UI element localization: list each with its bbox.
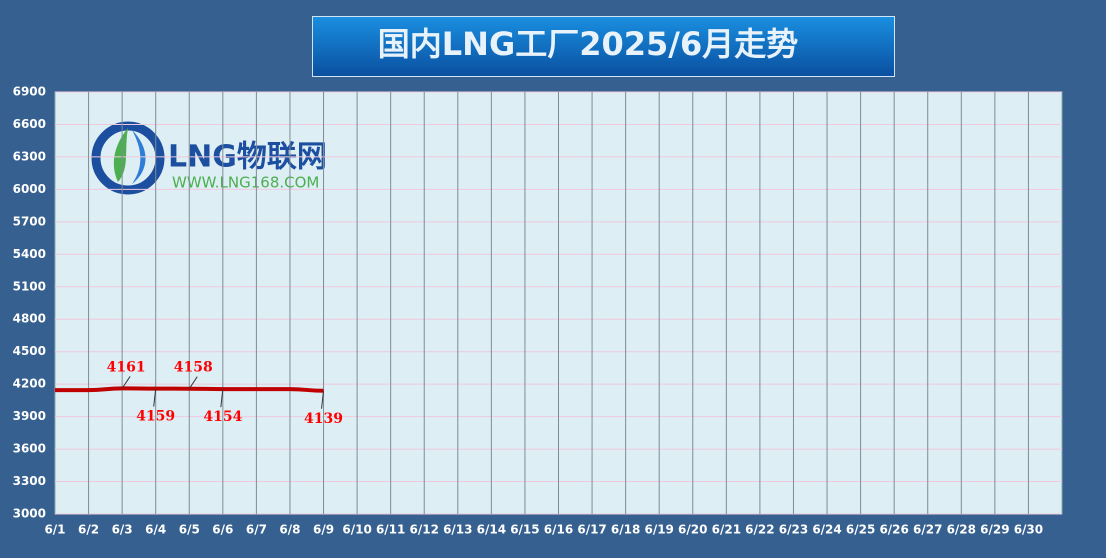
x-tick-label: 6/1 bbox=[44, 523, 65, 537]
x-tick-label: 6/19 bbox=[644, 523, 673, 537]
x-tick-label: 6/10 bbox=[342, 523, 371, 537]
x-tick-label: 6/3 bbox=[112, 523, 133, 537]
x-tick-label: 6/21 bbox=[712, 523, 741, 537]
x-tick-label: 6/23 bbox=[779, 523, 808, 537]
y-tick-label: 6600 bbox=[13, 117, 46, 131]
x-tick-label: 6/22 bbox=[745, 523, 774, 537]
title-box bbox=[312, 16, 895, 77]
x-tick-label: 6/13 bbox=[443, 523, 472, 537]
x-tick-label: 6/12 bbox=[410, 523, 439, 537]
y-tick-label: 5400 bbox=[13, 247, 46, 261]
x-tick-label: 6/14 bbox=[477, 523, 506, 537]
y-tick-label: 3600 bbox=[13, 442, 46, 456]
x-tick-label: 6/24 bbox=[812, 523, 841, 537]
leader-line bbox=[121, 376, 131, 389]
y-tick-label: 3900 bbox=[13, 409, 46, 423]
logo-leaf bbox=[113, 128, 128, 182]
x-tick-label: 6/25 bbox=[846, 523, 875, 537]
data-label: 4158 bbox=[174, 360, 213, 376]
x-tick-label: 6/29 bbox=[980, 523, 1009, 537]
x-tick-label: 6/16 bbox=[544, 523, 573, 537]
logo-ring bbox=[91, 121, 165, 195]
leader-line bbox=[321, 390, 325, 409]
x-tick-label: 6/15 bbox=[510, 523, 539, 537]
y-tick-label: 6000 bbox=[13, 182, 46, 196]
leader-line bbox=[188, 376, 198, 389]
y-tick-label: 4500 bbox=[13, 344, 46, 358]
leader-line bbox=[153, 388, 157, 407]
y-tick-label: 5700 bbox=[13, 214, 46, 228]
data-label: 4161 bbox=[107, 359, 146, 375]
x-tick-label: 6/9 bbox=[313, 523, 334, 537]
data-label: 4139 bbox=[304, 411, 343, 427]
data-label: 4159 bbox=[136, 409, 175, 425]
x-tick-label: 6/6 bbox=[212, 523, 233, 537]
x-tick-label: 6/28 bbox=[947, 523, 976, 537]
x-tick-label: 6/30 bbox=[1014, 523, 1043, 537]
x-tick-label: 6/11 bbox=[376, 523, 405, 537]
x-tick-label: 6/4 bbox=[145, 523, 166, 537]
chart-title: 国内LNG工厂2025/6月走势 bbox=[378, 25, 798, 63]
leader-line bbox=[220, 389, 224, 408]
x-tick-label: 6/2 bbox=[78, 523, 99, 537]
logo-url: WWW.LNG168.COM bbox=[172, 174, 319, 192]
y-tick-label: 3000 bbox=[13, 507, 46, 521]
x-tick-label: 6/8 bbox=[279, 523, 300, 537]
x-tick-label: 6/20 bbox=[678, 523, 707, 537]
x-tick-label: 6/27 bbox=[913, 523, 942, 537]
x-tick-label: 6/18 bbox=[611, 523, 640, 537]
y-tick-label: 3300 bbox=[13, 474, 46, 488]
y-tick-label: 4200 bbox=[13, 377, 46, 391]
x-tick-label: 6/5 bbox=[179, 523, 200, 537]
x-tick-label: 6/7 bbox=[246, 523, 267, 537]
x-tick-label: 6/26 bbox=[879, 523, 908, 537]
y-tick-label: 6900 bbox=[13, 85, 46, 99]
data-label: 4154 bbox=[203, 409, 242, 425]
x-tick-label: 6/17 bbox=[577, 523, 606, 537]
y-tick-label: 6300 bbox=[13, 149, 46, 163]
logo-leaf bbox=[132, 130, 146, 184]
y-tick-label: 5100 bbox=[13, 279, 46, 293]
y-tick-label: 4800 bbox=[13, 312, 46, 326]
line-series bbox=[55, 386, 324, 393]
